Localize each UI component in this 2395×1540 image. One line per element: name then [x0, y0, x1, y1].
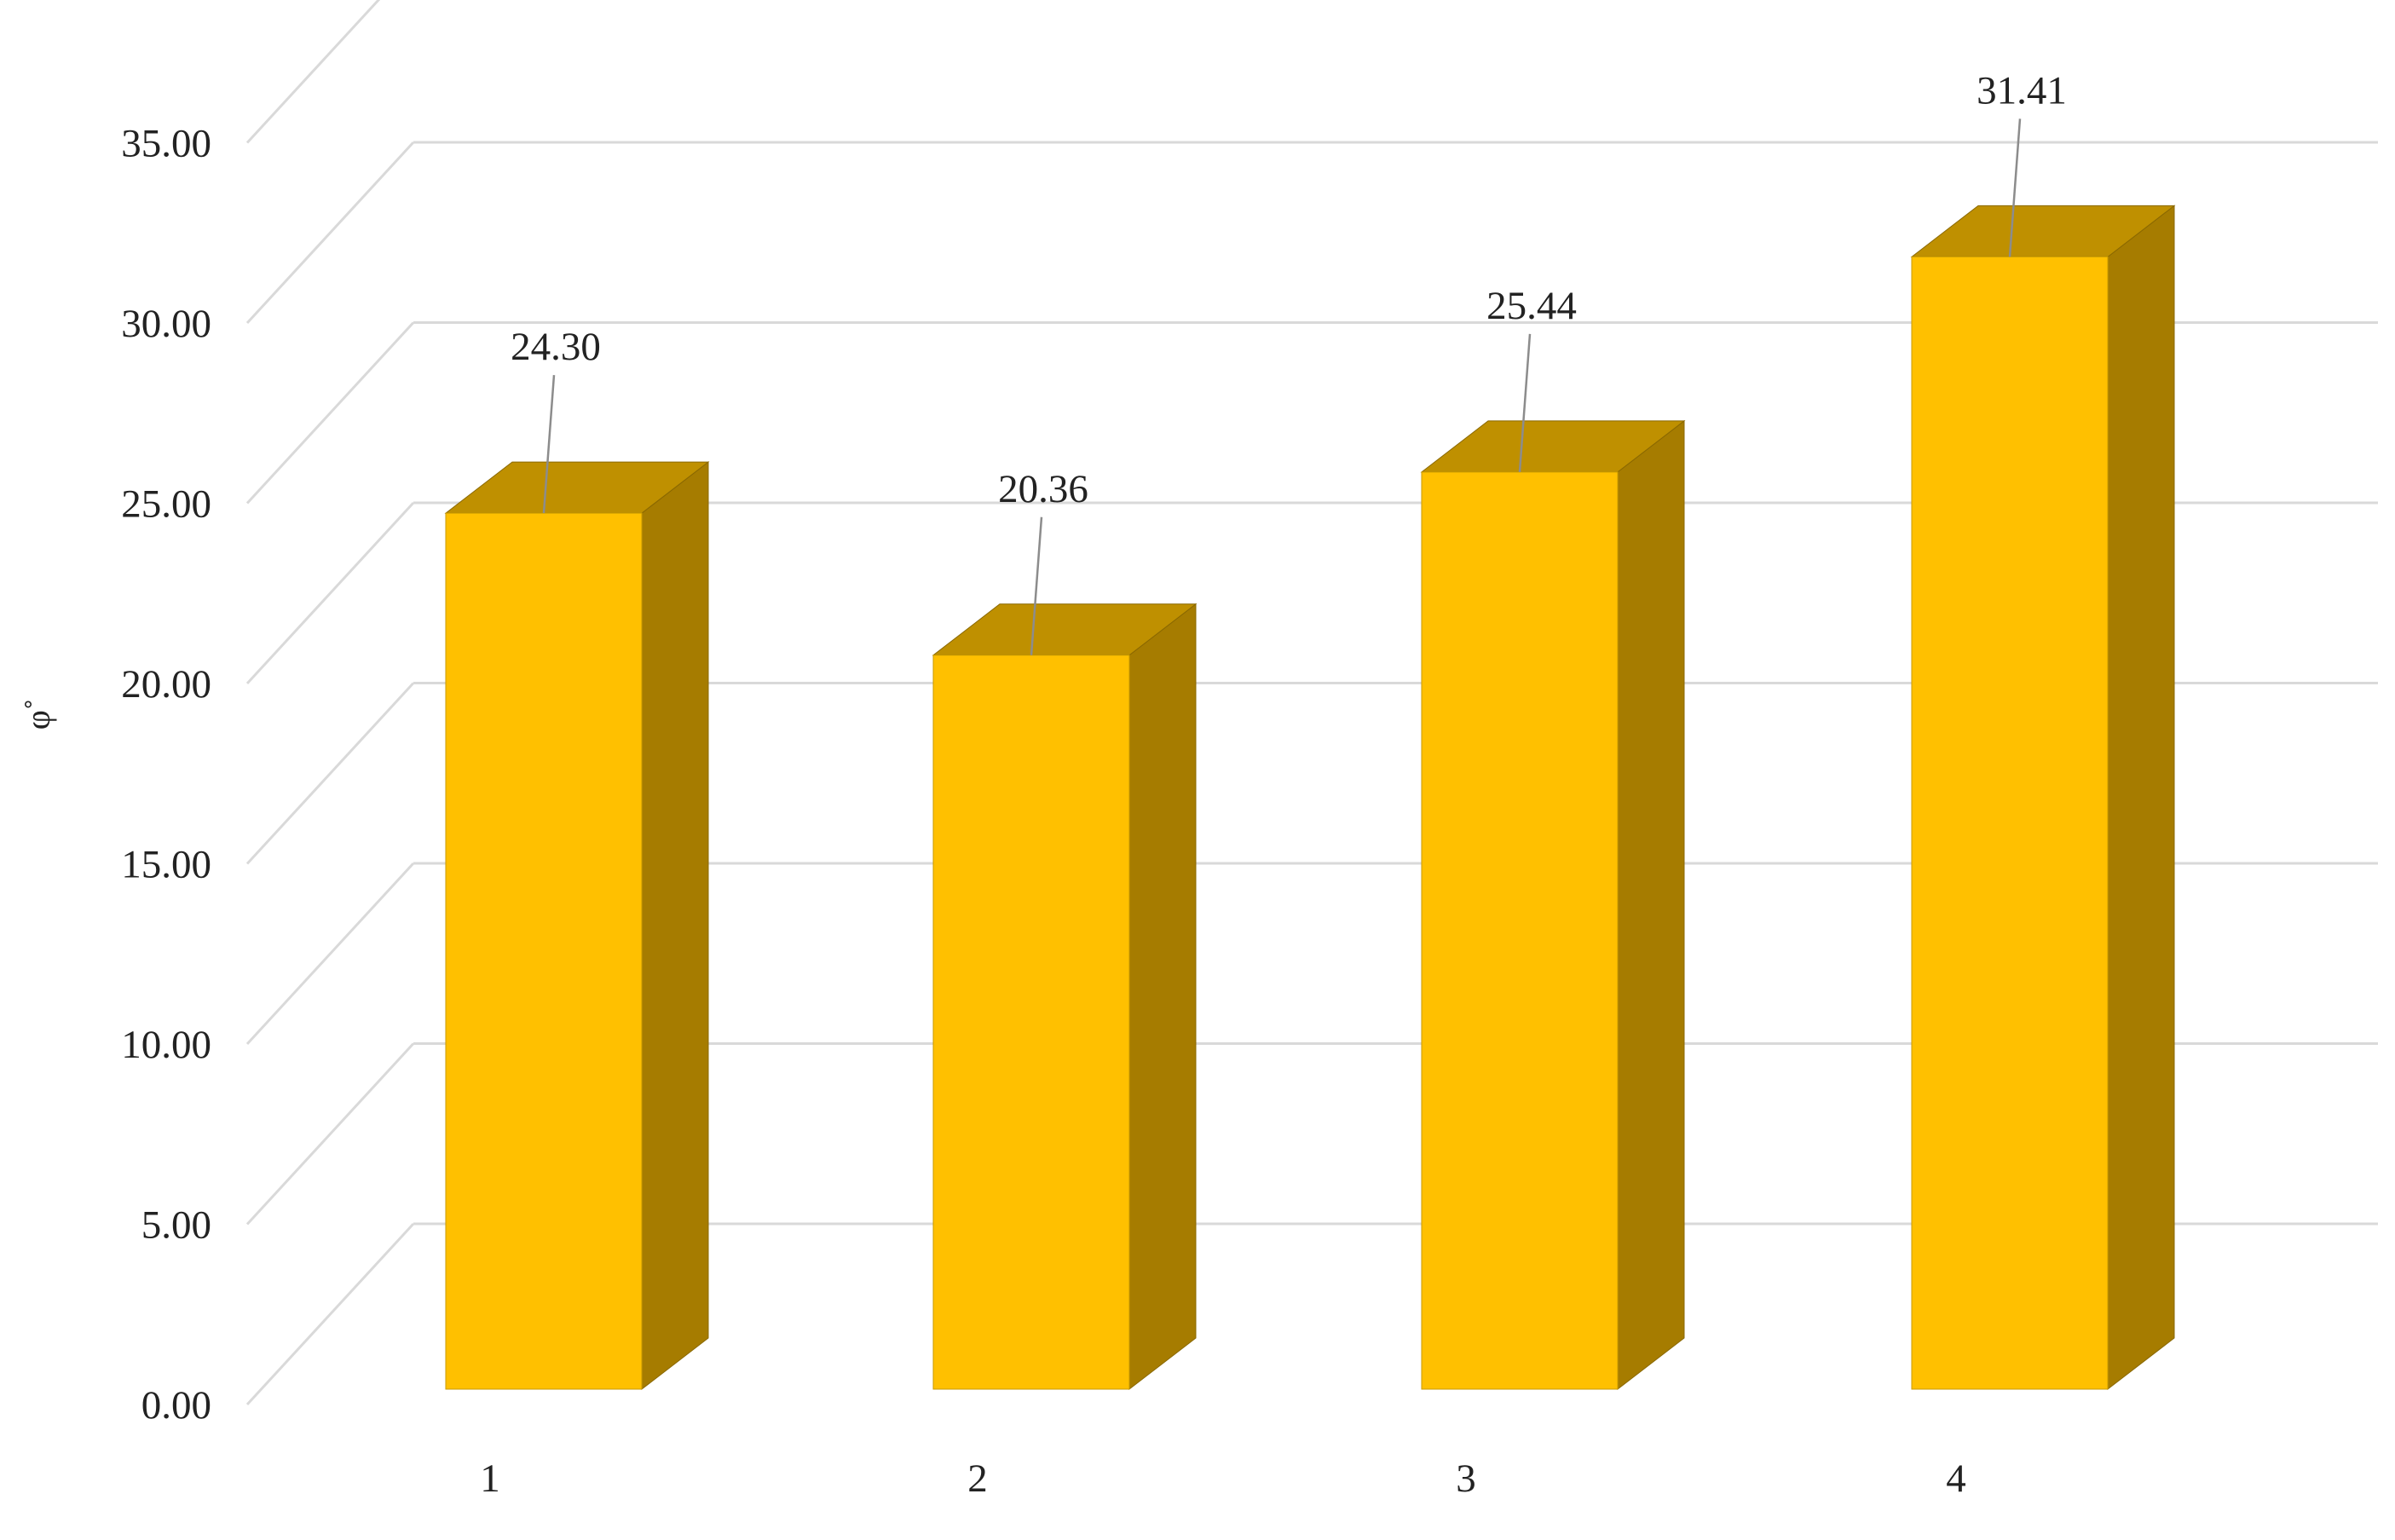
x-tick-label: 4: [1946, 1456, 1966, 1501]
y-axis-ticks: 0.00 5.00 10.00 15.00 20.00 25.00 30.00 35.00: [121, 122, 211, 1428]
gridline-side: [245, 321, 415, 505]
y-tick-label: 0.00: [141, 1383, 211, 1428]
bars: 24.30 20.36 25.44 31.41: [444, 68, 2176, 1391]
gridline-side: [245, 141, 415, 325]
y-tick-label: 25.00: [121, 482, 211, 527]
gridline-side: [245, 0, 381, 144]
data-label: 31.41: [1977, 68, 2067, 112]
gridline-side: [245, 682, 415, 865]
y-tick-label: 5.00: [141, 1203, 211, 1248]
gridline-side: [245, 1042, 415, 1226]
bar-front-face: [1421, 471, 1619, 1390]
y-axis-title: φ˚: [19, 699, 57, 730]
data-label: 20.36: [998, 467, 1088, 511]
bar-3: 25.44: [1420, 284, 1686, 1391]
bar-front-face: [932, 655, 1130, 1390]
y-tick-label: 30.00: [121, 302, 211, 346]
x-tick-label: 1: [480, 1456, 500, 1501]
gridline-side: [245, 1222, 415, 1406]
gridline-side: [245, 862, 415, 1046]
data-label: 25.44: [1486, 284, 1577, 328]
y-tick-label: 15.00: [121, 843, 211, 887]
bar-side-face: [641, 461, 709, 1391]
bar-side-face: [2107, 205, 2175, 1391]
data-label-leader: [542, 375, 556, 514]
bar-2: 20.36: [932, 467, 1198, 1391]
x-tick-label: 3: [1456, 1456, 1476, 1501]
data-label: 24.30: [511, 325, 601, 369]
bar-front-face: [445, 512, 643, 1390]
bar-4: 31.41: [1910, 68, 2176, 1391]
y-tick-label: 10.00: [121, 1023, 211, 1067]
data-label-leader: [1030, 516, 1043, 655]
bar-side-face: [1617, 419, 1685, 1391]
x-axis-ticks: 1 2 3 4: [480, 1456, 1966, 1501]
y-tick-label: 20.00: [121, 662, 211, 707]
bar-1: 24.30: [444, 325, 710, 1391]
gridline-side: [245, 501, 415, 685]
x-tick-label: 2: [967, 1456, 988, 1501]
y-tick-label: 35.00: [121, 122, 211, 166]
bar-side-face: [1128, 603, 1197, 1391]
data-label-leader: [2008, 118, 2022, 257]
data-label-leader: [1518, 333, 1532, 472]
bar-front-face: [1911, 256, 2109, 1390]
